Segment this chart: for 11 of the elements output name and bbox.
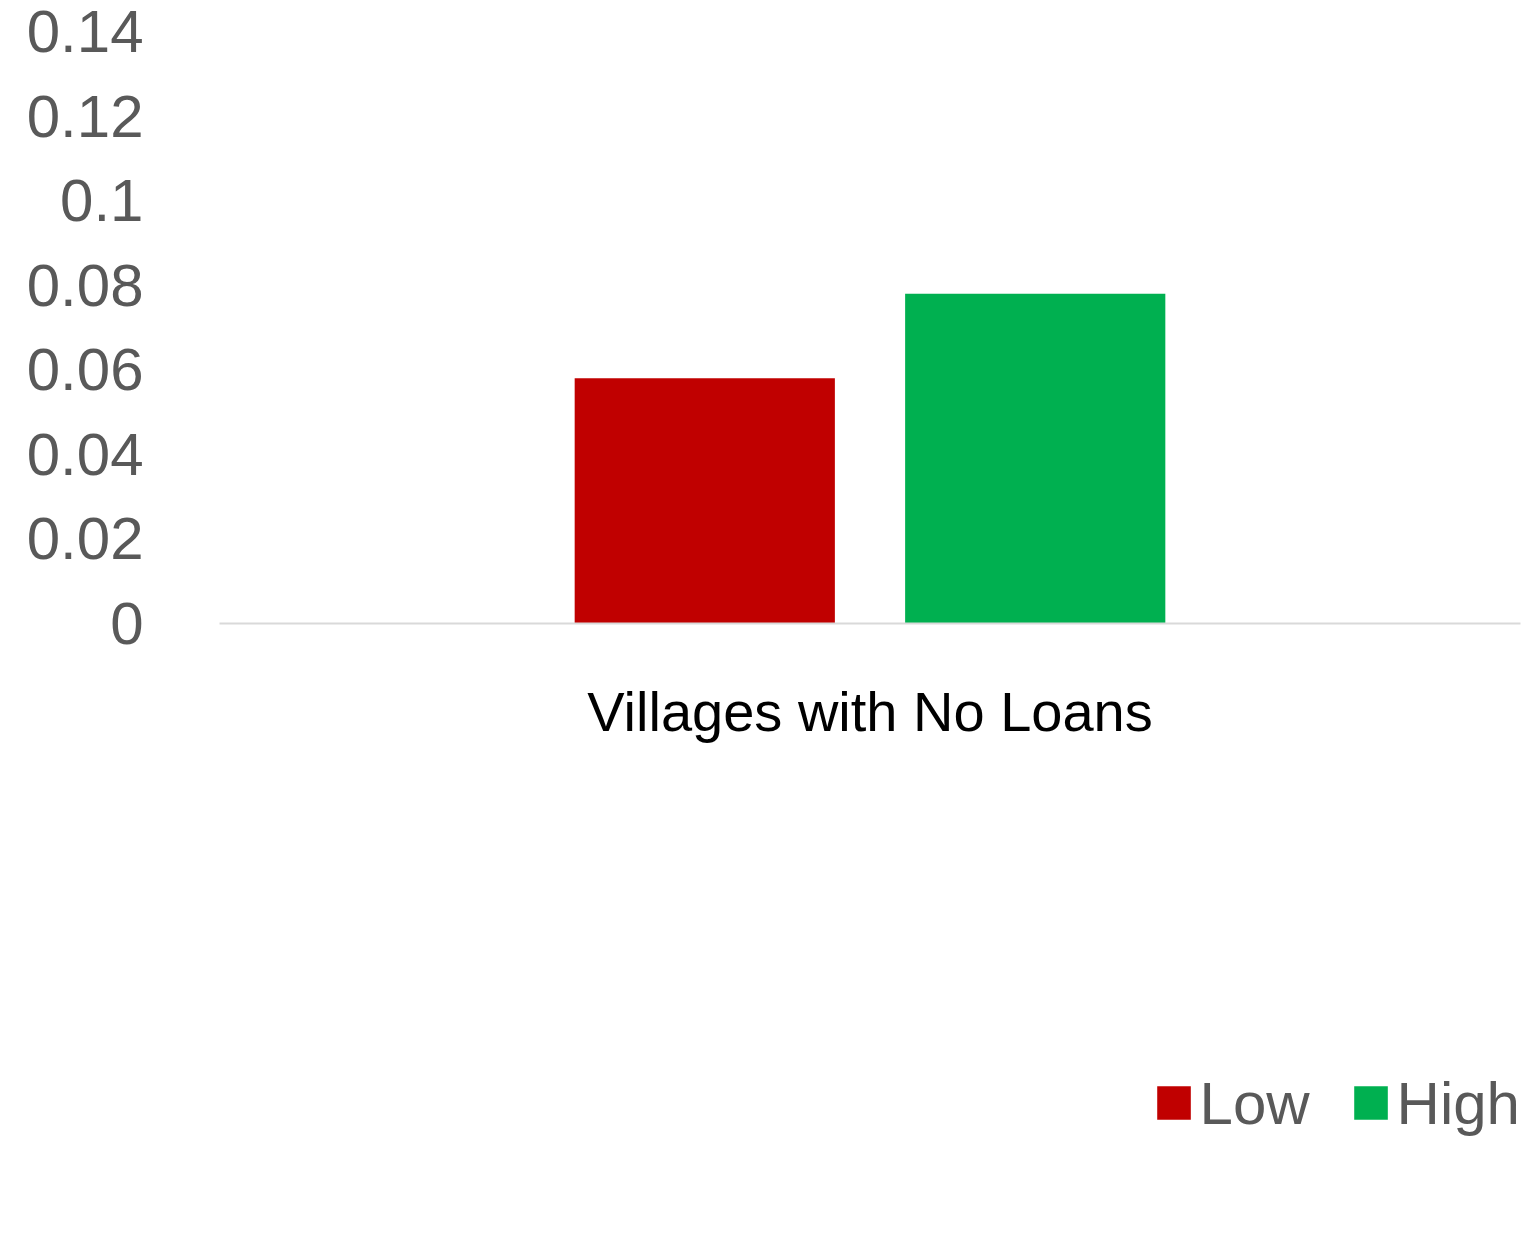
y-tick-label: 0.06 (26, 336, 144, 404)
y-tick-label: 0 (110, 590, 144, 657)
x-tick-label: Villages with No Loans (587, 679, 1153, 743)
y-tick-label: 0.02 (26, 505, 144, 573)
y-tick-label: 0.04 (26, 420, 144, 488)
legend-label: High (1396, 1068, 1520, 1138)
y-tick-label: 0.12 (26, 82, 144, 150)
y-tick-label: 0.08 (26, 251, 144, 319)
legend-label: Low (1199, 1068, 1310, 1138)
y-tick-label: 0.14 (26, 0, 144, 65)
y-tick-label: 0.1 (60, 167, 144, 235)
